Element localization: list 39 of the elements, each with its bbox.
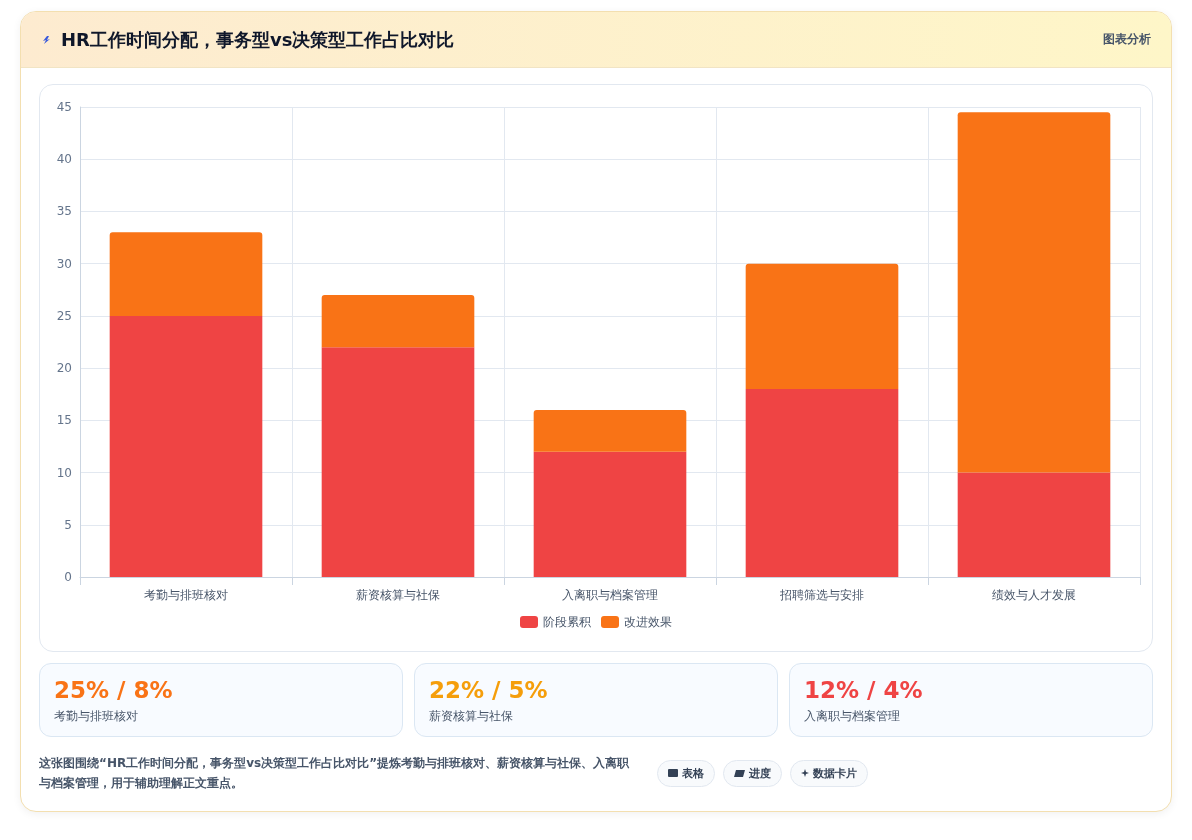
- bar: [321, 347, 475, 577]
- bar: [533, 451, 687, 577]
- text: 数据卡片: [790, 759, 868, 787]
- bar: [109, 232, 263, 316]
- bar: [957, 472, 1111, 577]
- bar: [745, 389, 899, 577]
- y-tick-label: 5: [64, 517, 72, 532]
- y-tick-label: 30: [56, 256, 72, 271]
- text: 进度: [723, 759, 782, 787]
- text: 12% / 4%: [804, 676, 924, 704]
- legend-label: 阶段累积: [543, 615, 591, 629]
- x-tick-label: 招聘筛选与安排: [779, 588, 864, 602]
- chart-title: HR工作时间分配，事务型vs决策型工作占比对比: [61, 27, 455, 52]
- bar: [321, 295, 475, 348]
- y-tick-label: 35: [56, 204, 72, 219]
- y-tick-label: 25: [56, 308, 72, 323]
- bar: [533, 409, 687, 452]
- bar: [109, 315, 263, 577]
- x-tick-label: 薪资核算与社保: [356, 588, 440, 602]
- x-tick-label: 绩效与人才发展: [992, 588, 1076, 602]
- bar: [957, 112, 1111, 473]
- text: 这张图围绕“HR工作时间分配，事务型vs决策型工作占比对比”提炼考勤与排班核对、薪资核算与社保、入离职与档案管理，用于辅助理解正文重点。: [39, 755, 631, 792]
- y-tick-label: 20: [56, 361, 72, 376]
- x-tick-label: 考勤与排班核对: [144, 588, 228, 602]
- text: 25% / 8%: [54, 676, 174, 704]
- text: 22% / 5%: [429, 676, 549, 704]
- legend-label: 改进效果: [624, 615, 672, 629]
- text: 薪资核算与社保: [429, 708, 514, 725]
- text: 表格: [657, 759, 715, 787]
- x-tick-label: 入离职与档案管理: [562, 588, 658, 602]
- bar: [745, 263, 899, 389]
- y-tick-label: 0: [64, 570, 72, 584]
- text: 考勤与排班核对: [54, 708, 139, 725]
- text: 入离职与档案管理: [804, 708, 901, 725]
- y-tick-label: 15: [56, 413, 72, 428]
- y-tick-label: 45: [56, 100, 72, 114]
- y-tick-label: 10: [56, 465, 72, 480]
- text: 图表分析: [1103, 31, 1151, 48]
- y-tick-label: 40: [56, 152, 72, 167]
